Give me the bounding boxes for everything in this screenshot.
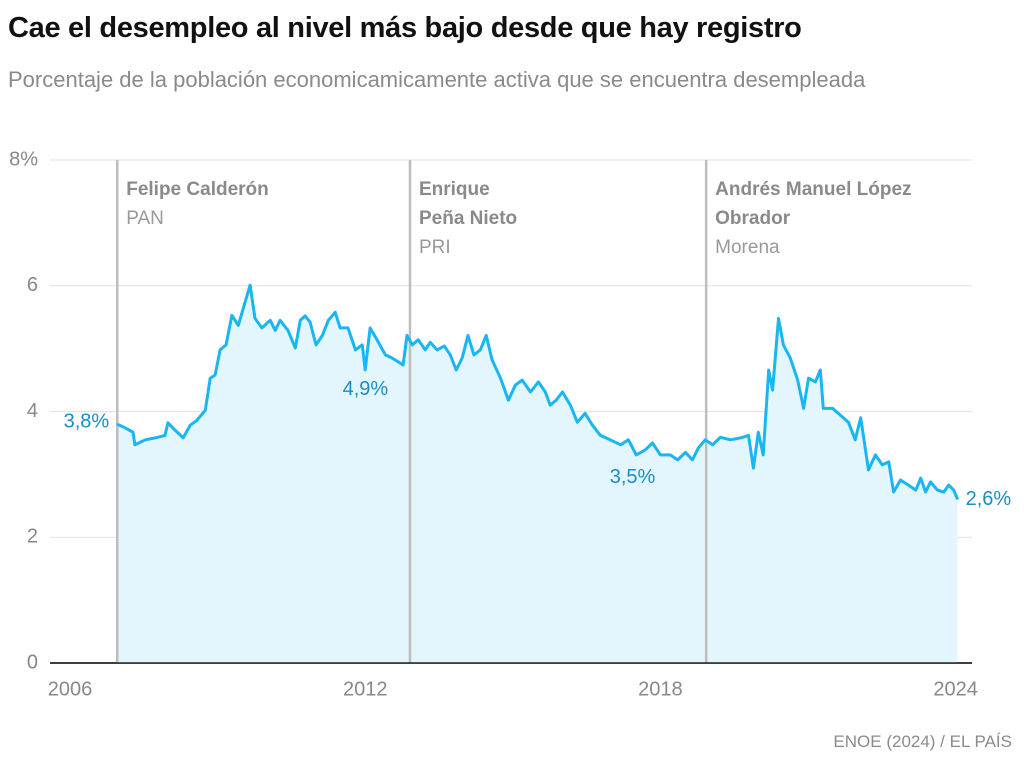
y-tick-label: 2 [27, 526, 38, 548]
source: ENOE (2024) / EL PAÍS [833, 732, 1012, 751]
period-name: Obrador [715, 208, 791, 229]
area [117, 285, 958, 663]
y-tick-label: 6 [27, 274, 38, 296]
value-label: 4,9% [343, 378, 389, 400]
chart-subtitle: Porcentaje de la población economicamica… [8, 67, 866, 92]
value-label: 3,5% [610, 466, 656, 488]
period-party: PAN [126, 208, 164, 229]
y-tick-label: 4 [27, 400, 38, 422]
x-tick-label: 2012 [343, 678, 388, 700]
period-name: Andrés Manuel López [715, 179, 911, 200]
x-tick-label: 2018 [638, 678, 683, 700]
value-label: 2,6% [966, 488, 1012, 510]
period-name: Felipe Calderón [126, 179, 269, 200]
chart-title: Cae el desempleo al nivel más bajo desde… [8, 12, 802, 44]
period-name: Peña Nieto [419, 208, 517, 229]
period-name: Enrique [419, 179, 490, 200]
y-tick-label: 0 [27, 651, 38, 673]
value-label: 3,8% [64, 410, 110, 432]
line [116, 283, 959, 501]
period-party: PRI [419, 237, 451, 258]
x-tick-label: 2006 [48, 678, 93, 700]
y-tick-label: 8% [9, 148, 38, 170]
x-tick-label: 2024 [933, 678, 978, 700]
period-party: Morena [715, 237, 780, 258]
